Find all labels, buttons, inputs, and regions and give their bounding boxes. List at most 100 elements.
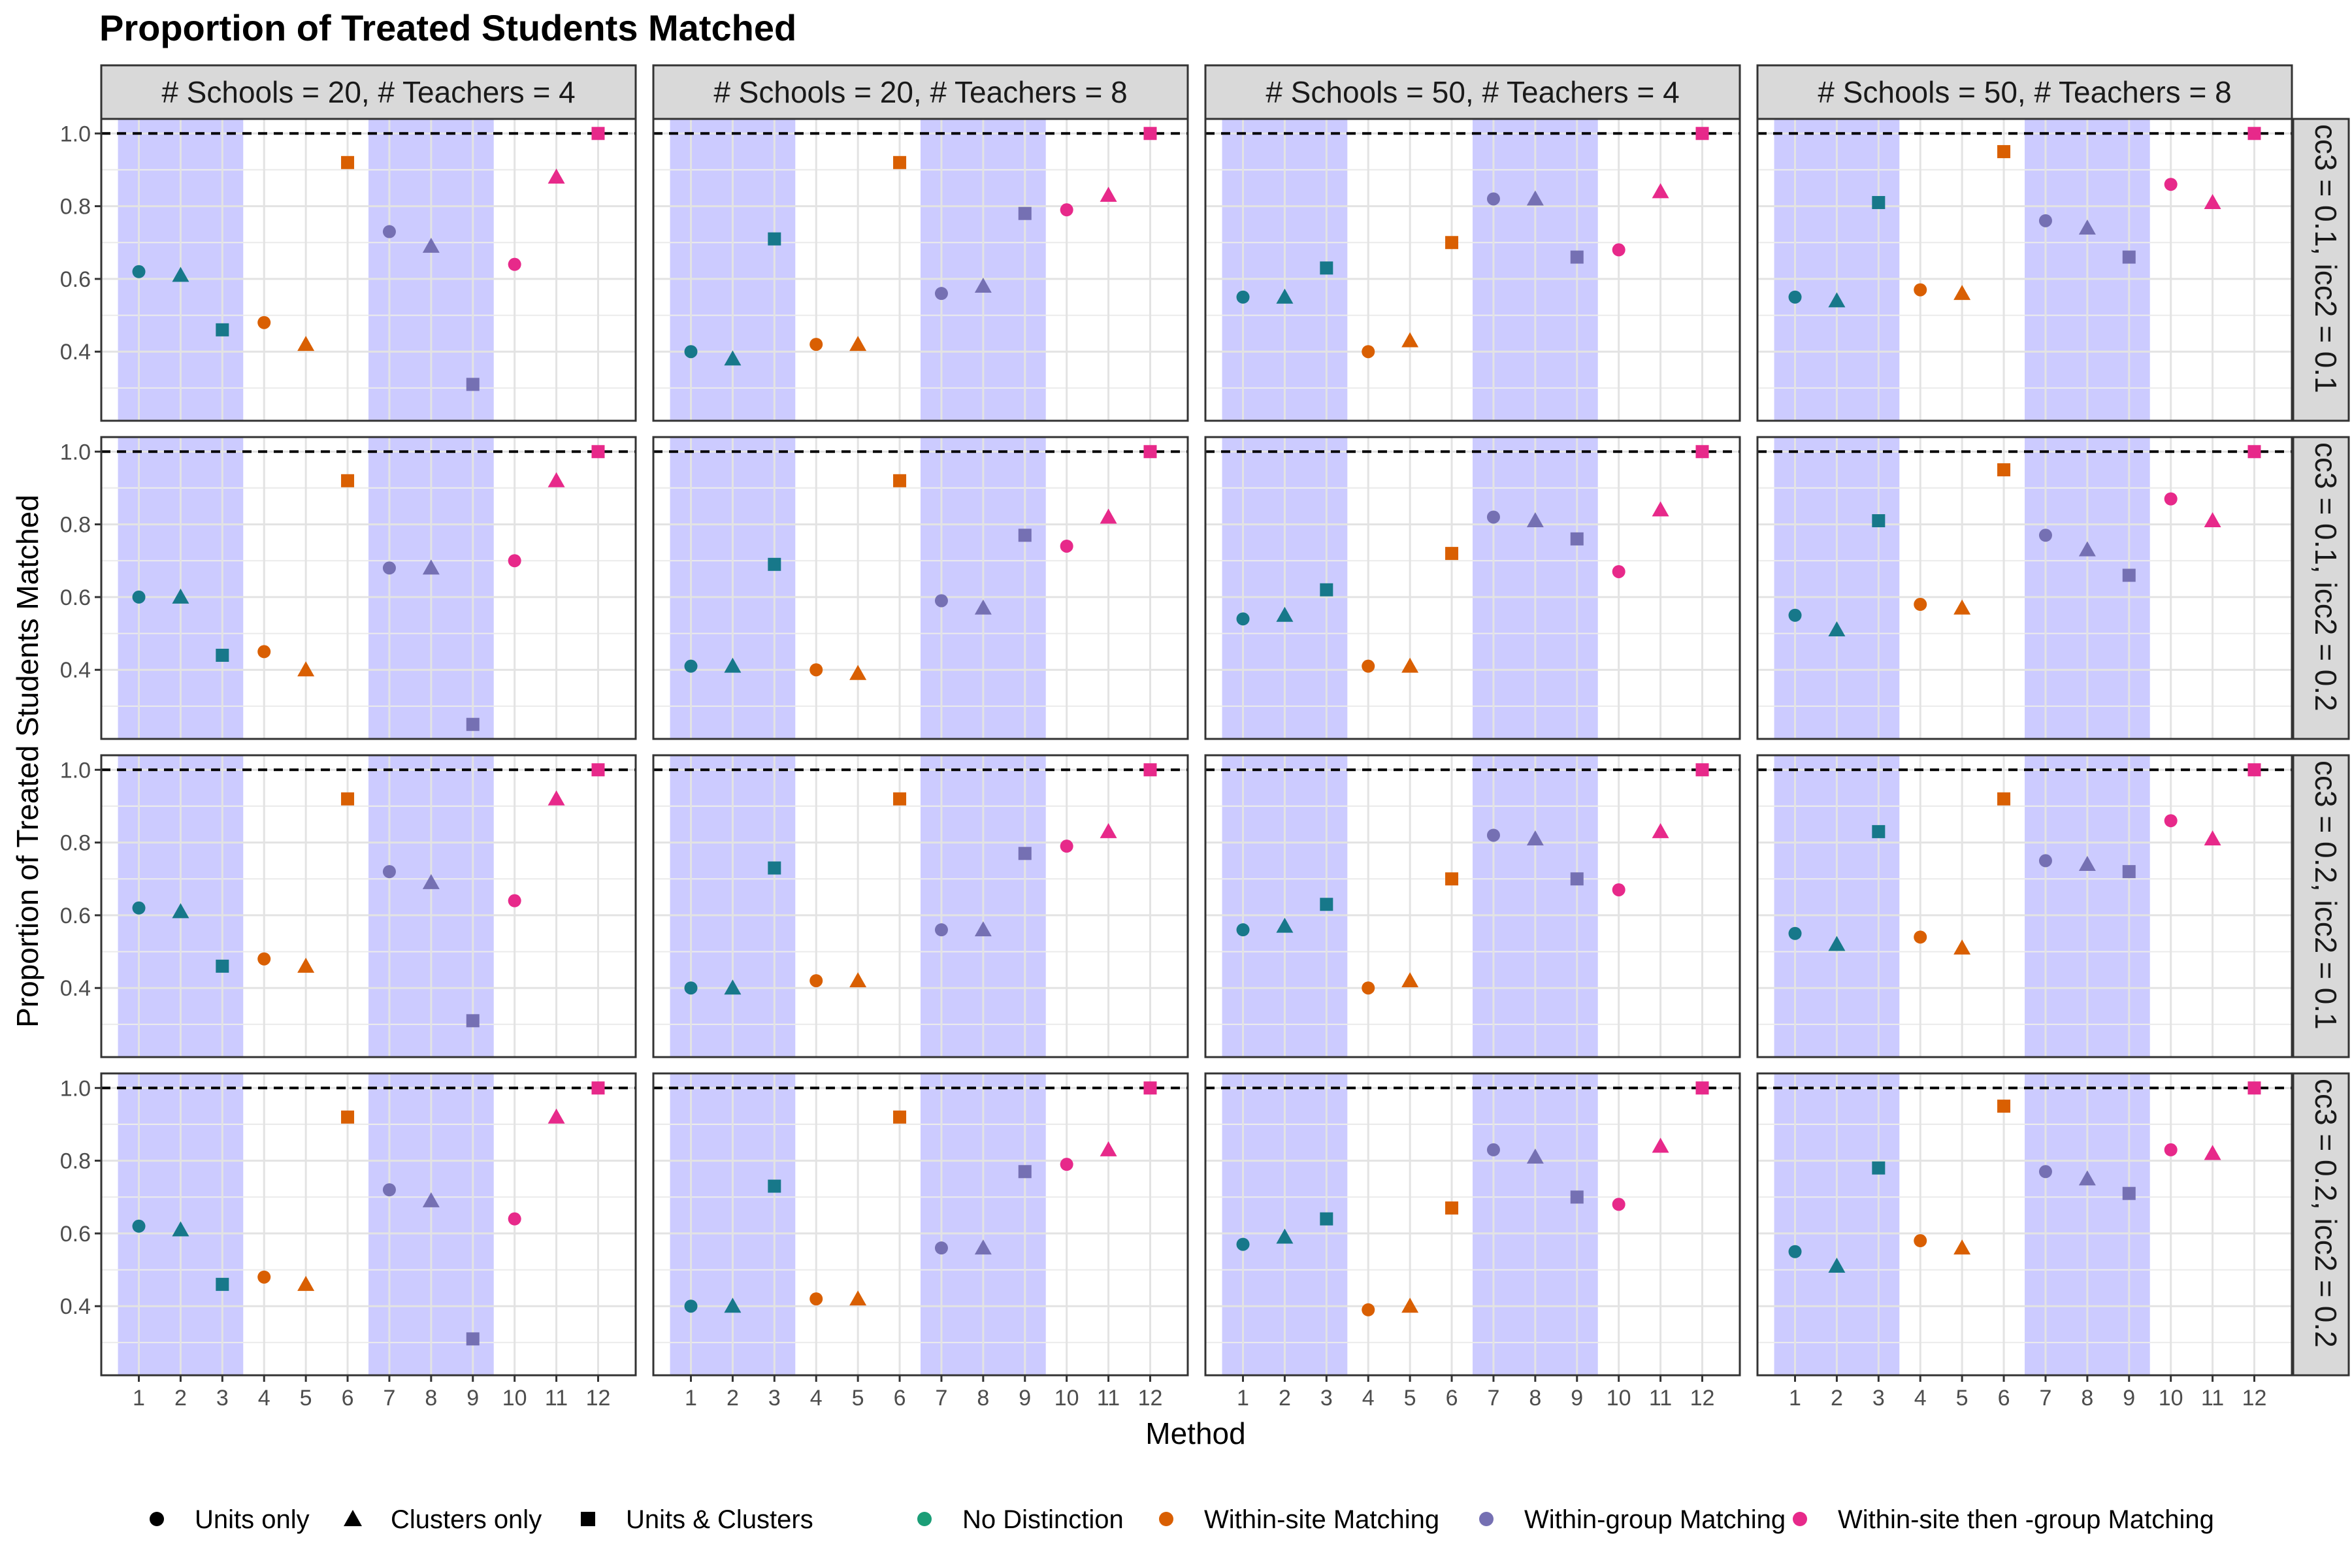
x-tick-label: 3 [1872, 1386, 1885, 1411]
data-point [1236, 923, 1250, 937]
data-point [1401, 1298, 1419, 1313]
legend-label: Units & Clusters [626, 1505, 813, 1534]
data-point [547, 790, 565, 806]
data-point [257, 316, 271, 329]
x-tick-label: 6 [1998, 1386, 2010, 1411]
data-point [466, 378, 480, 391]
data-point [1018, 529, 1032, 542]
data-point [1872, 196, 1886, 210]
data-point [1320, 898, 1333, 911]
x-tick-label: 12 [1138, 1386, 1163, 1411]
data-point [2247, 763, 2261, 777]
x-tick-label: 7 [1487, 1386, 1499, 1411]
data-point [341, 1110, 355, 1124]
data-point [1445, 872, 1459, 886]
data-point [1788, 926, 1802, 940]
data-point [508, 894, 521, 907]
data-point [1570, 872, 1584, 886]
x-tick-label: 5 [300, 1386, 312, 1411]
panel-border [1756, 436, 2293, 740]
x-tick-label: 12 [1690, 1386, 1715, 1411]
data-point [1872, 825, 1886, 838]
data-point [2164, 1143, 2178, 1156]
facet-panel [1756, 118, 2293, 422]
data-point [1486, 828, 1500, 842]
data-point [297, 336, 315, 351]
data-point [382, 865, 396, 879]
y-tick-label: 0.4 [60, 976, 91, 1001]
facet-panel: 1 2 3 4 5 6 7 8 9 10 11 12 [1204, 1072, 1741, 1411]
data-point [1872, 1161, 1886, 1175]
facet-panel: 0.40.60.81.01 2 3 4 5 6 7 8 9 10 11 12 [60, 1072, 637, 1411]
data-point [1143, 1081, 1157, 1095]
data-point [2247, 127, 2261, 140]
data-point [1486, 510, 1500, 524]
y-tick-label: 0.6 [60, 1222, 91, 1247]
data-point [1997, 463, 2011, 477]
x-tick-label: 9 [466, 1386, 479, 1411]
data-point [1143, 445, 1157, 459]
data-point [1695, 445, 1709, 459]
x-tick-label: 12 [586, 1386, 611, 1411]
data-point [1997, 145, 2011, 159]
x-tick-label: 2 [727, 1386, 739, 1411]
data-point [2122, 865, 2136, 879]
data-point [2078, 219, 2096, 235]
legend-key-color [1479, 1512, 1494, 1526]
facet-panel: 0.4 0.6 0.8 1.0 [60, 754, 637, 1058]
data-point [1953, 1239, 1971, 1255]
legend-key-triangle [344, 1510, 362, 1526]
data-point [422, 874, 440, 889]
data-point [724, 1298, 742, 1313]
data-point [547, 169, 565, 184]
data-point [1612, 243, 1625, 257]
facet-panel: 1 2 3 4 5 6 7 8 9 10 11 12 [652, 1072, 1189, 1411]
data-point [1276, 288, 1294, 304]
x-tick-label: 9 [1571, 1386, 1583, 1411]
data-point [893, 155, 907, 169]
row-strip [2292, 1072, 2350, 1377]
y-tick-label: 1.0 [60, 758, 91, 783]
data-point [172, 1221, 189, 1237]
facet-panel [652, 754, 1189, 1058]
data-point [547, 1108, 565, 1124]
data-point [591, 127, 605, 140]
y-tick-label: 1.0 [60, 122, 91, 146]
y-tick-label: 0.8 [60, 195, 91, 220]
chart-title: Proportion of Treated Students Matched [99, 7, 797, 48]
data-point [1612, 564, 1625, 578]
data-point [684, 981, 698, 995]
data-point [893, 792, 907, 806]
data-point [1276, 917, 1294, 933]
data-point [1652, 501, 1669, 517]
data-point [1788, 290, 1802, 304]
data-point [2078, 541, 2096, 557]
panel-border [652, 436, 1189, 740]
column-strip-label: # Schools = 50, # Teachers = 4 [1266, 75, 1679, 109]
data-point [382, 225, 396, 238]
data-point [341, 474, 355, 487]
legend-key-circle [150, 1512, 164, 1526]
data-point [934, 1241, 948, 1255]
data-point [849, 664, 867, 680]
panel-border [100, 118, 637, 422]
data-point [2164, 814, 2178, 828]
data-point [591, 445, 605, 459]
data-point [1652, 1137, 1669, 1153]
data-point [216, 1277, 229, 1291]
facet-panel [652, 436, 1189, 740]
data-point [216, 323, 229, 336]
data-point [216, 648, 229, 662]
data-point [768, 232, 781, 246]
data-point [1872, 514, 1886, 528]
data-point [1320, 583, 1333, 596]
y-tick-label: 1.0 [60, 1076, 91, 1101]
data-point [1526, 190, 1544, 206]
x-tick-label: 1 [1237, 1386, 1249, 1411]
data-point [1401, 332, 1419, 348]
x-tick-label: 3 [216, 1386, 229, 1411]
data-point [2038, 214, 2052, 227]
row-strip-label: cc3 = 0.2, icc2 = 0.2 [2309, 1079, 2343, 1348]
panel-border [1204, 1072, 1741, 1377]
data-point [684, 1299, 698, 1313]
